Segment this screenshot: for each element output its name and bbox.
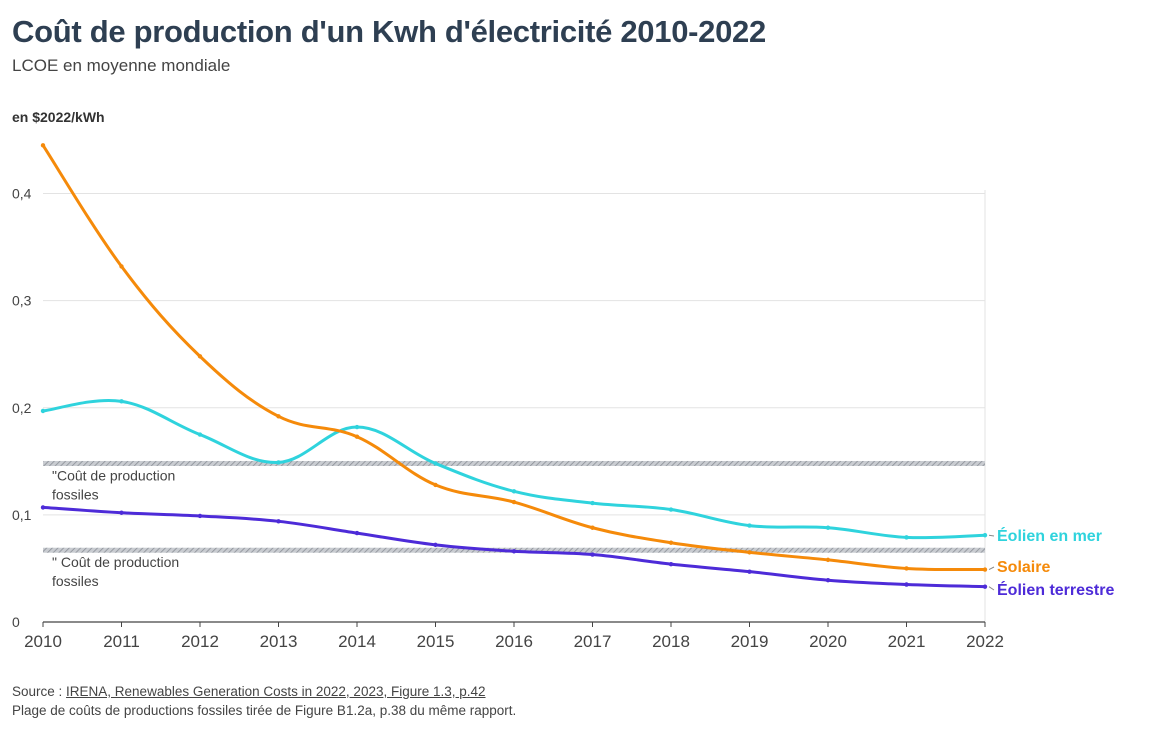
y-tick-label: 0: [12, 614, 20, 630]
label-connector: [988, 534, 995, 537]
fossil-reference-band: [43, 460, 985, 466]
x-tick-label: 2022: [966, 632, 1004, 651]
data-point: [904, 582, 909, 587]
data-point: [590, 552, 595, 557]
data-point: [904, 566, 909, 571]
fossil-reference-label-line1: " Coût de production: [52, 554, 179, 570]
data-point: [747, 569, 752, 574]
x-tick-label: 2020: [809, 632, 847, 651]
y-tick-label: 0,4: [12, 186, 32, 202]
y-axis-unit-label: en $2022/kWh: [12, 109, 105, 125]
y-tick-label: 0,2: [12, 400, 32, 416]
data-point: [825, 557, 831, 563]
x-tick-label: 2018: [652, 632, 690, 651]
chart-title: Coût de production d'un Kwh d'électricit…: [12, 14, 766, 49]
data-point: [40, 408, 46, 414]
series-line-1: [41, 143, 987, 572]
data-point: [590, 525, 595, 530]
data-point: [511, 499, 517, 505]
x-tick-label: 2013: [260, 632, 298, 651]
data-point: [40, 143, 46, 148]
series-end-labels: Éolien en mer Solaire Éolien terrestre: [988, 526, 1114, 599]
data-point: [433, 542, 438, 548]
data-point: [747, 550, 752, 555]
y-tick-label: 0,3: [12, 293, 32, 309]
data-point: [433, 482, 438, 488]
line-chart: "Coût de production fossiles " Coût de pro…: [12, 143, 1114, 651]
data-point: [982, 533, 988, 538]
x-tick-label: 2010: [24, 632, 62, 651]
data-point: [982, 584, 988, 589]
gridlines: [43, 190, 986, 622]
data-point: [668, 540, 674, 545]
data-point: [433, 461, 438, 466]
data-point: [276, 519, 281, 524]
data-point: [197, 354, 203, 359]
x-tick-label: 2011: [103, 632, 140, 651]
source-prefix: Source :: [12, 684, 67, 699]
data-point: [668, 507, 674, 512]
fossil-reference-bands: "Coût de production fossiles " Coût de pro…: [43, 460, 985, 589]
data-point: [354, 530, 360, 536]
data-point: [119, 399, 124, 404]
series-line-0: [41, 399, 987, 540]
x-tick-label: 2015: [417, 632, 455, 651]
chart-subtitle: LCOE en moyenne mondiale: [12, 56, 231, 75]
data-point: [511, 489, 517, 494]
data-point: [119, 264, 124, 269]
x-tick-label: 2019: [731, 632, 769, 651]
data-point: [276, 460, 281, 465]
source-link[interactable]: IRENA, Renewables Generation Costs in 20…: [66, 684, 486, 699]
data-point: [276, 414, 281, 419]
x-tick-label: 2016: [495, 632, 533, 651]
data-point: [511, 549, 517, 554]
fossil-reference-label-line2: fossiles: [52, 486, 99, 502]
fossil-reference-label-line2: fossiles: [52, 573, 99, 589]
series-end-label: Éolien en mer: [997, 526, 1102, 545]
data-point: [354, 424, 360, 430]
source-note: Plage de coûts de productions fossiles t…: [12, 703, 517, 718]
label-connector: [988, 586, 995, 591]
data-point: [40, 505, 46, 510]
data-point: [668, 561, 674, 567]
data-point: [354, 434, 360, 439]
data-point: [982, 567, 988, 572]
data-point: [119, 510, 124, 515]
data-point: [197, 513, 203, 519]
data-point: [825, 578, 831, 583]
x-tick-label: 2012: [181, 632, 219, 651]
source-line: Source : IRENA, Renewables Generation Co…: [12, 682, 516, 701]
fossil-reference-label-line1: "Coût de production: [52, 467, 175, 483]
data-point: [904, 535, 909, 540]
series-end-label: Éolien terrestre: [997, 580, 1114, 599]
x-tick-label: 2017: [574, 632, 612, 651]
series-end-label: Solaire: [997, 559, 1050, 576]
x-tick-label: 2014: [338, 632, 376, 651]
series-line-2: [41, 505, 987, 589]
y-tick-label: 0,1: [12, 507, 32, 523]
data-point: [747, 523, 752, 528]
data-point: [197, 432, 203, 437]
chart-footer: Source : IRENA, Renewables Generation Co…: [12, 682, 516, 720]
x-tick-label: 2021: [888, 632, 926, 651]
series-lines: [40, 143, 988, 589]
axes: 0 0,1 0,2 0,3 0,4 2010 2011 2012 2013 2014 2015 201…: [12, 186, 1004, 651]
data-point: [825, 525, 831, 530]
data-point: [590, 500, 595, 506]
label-connector: [988, 566, 995, 570]
